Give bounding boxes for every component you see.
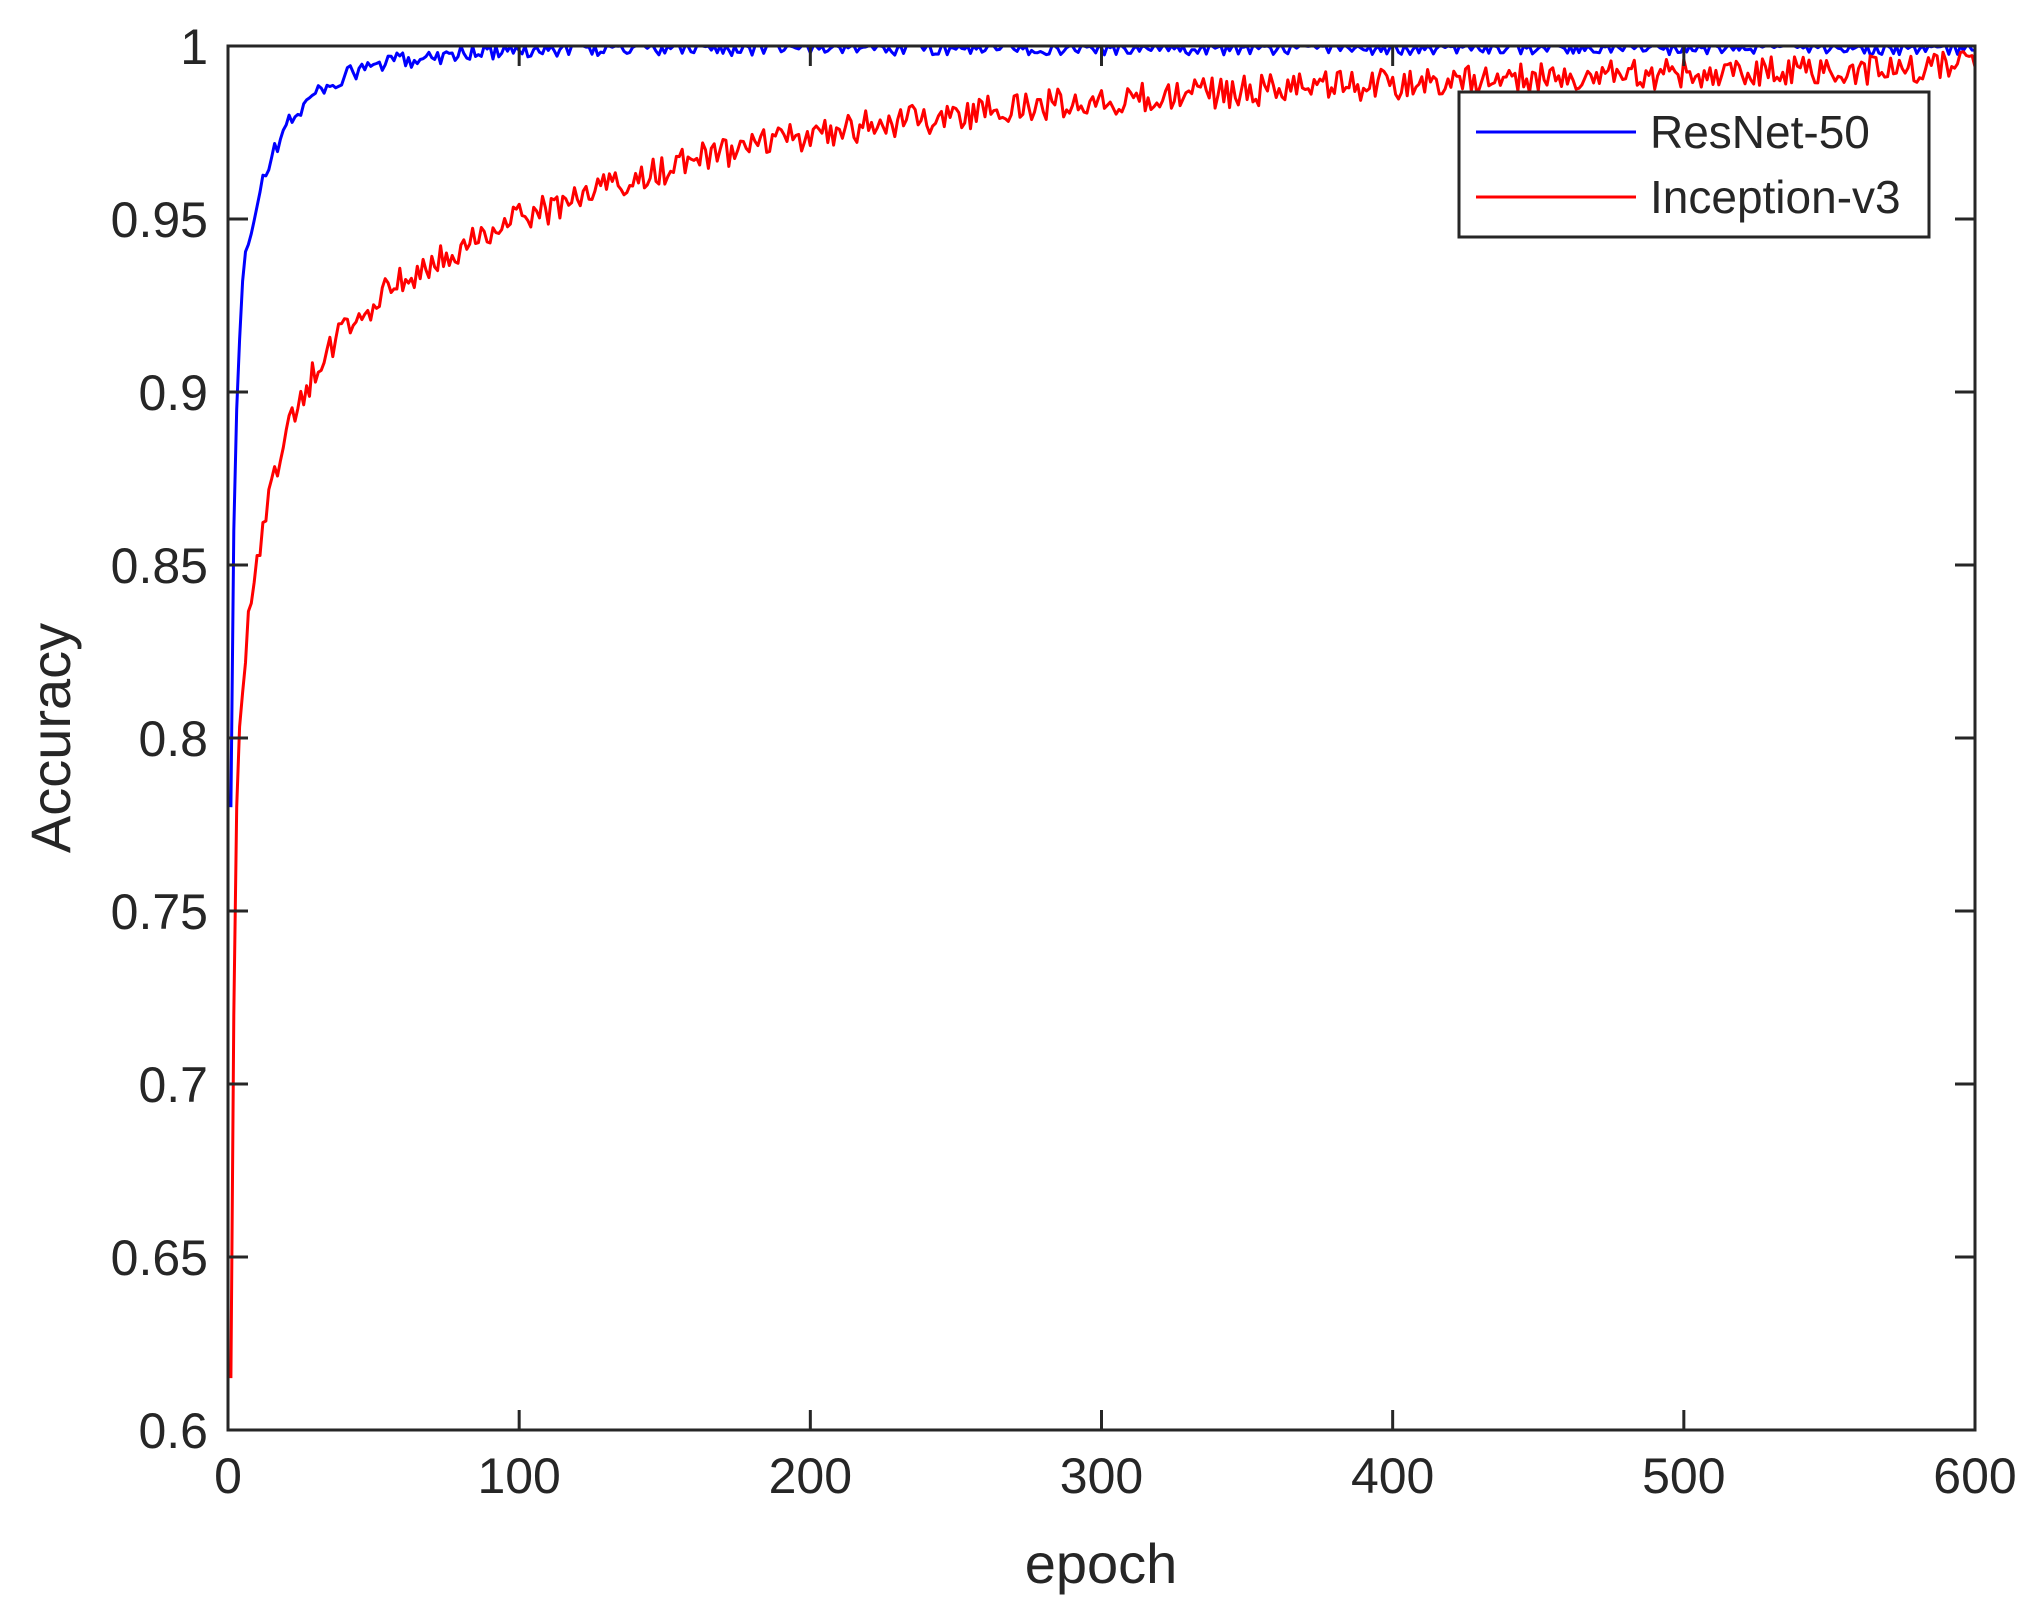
y-tick-label: 0.85 <box>111 538 208 594</box>
series-layer <box>229 44 1977 1379</box>
x-tick-label: 200 <box>769 1448 852 1504</box>
legend-box <box>1457 90 1931 239</box>
y-tick-label: 0.65 <box>111 1230 208 1286</box>
x-tick-label: 100 <box>477 1448 560 1504</box>
x-tick-label: 600 <box>1933 1448 2016 1504</box>
x-tick-label: 0 <box>214 1448 242 1504</box>
x-tick-label: 400 <box>1351 1448 1434 1504</box>
y-tick-label: 1 <box>180 19 208 75</box>
x-tick-label: 500 <box>1642 1448 1725 1504</box>
y-tick-label: 0.95 <box>111 192 208 248</box>
y-tick-label: 0.7 <box>138 1057 208 1113</box>
y-tick-label: 0.8 <box>138 711 208 767</box>
legend-label-inception: Inception-v3 <box>1650 171 1901 223</box>
y-tick-label: 0.9 <box>138 365 208 421</box>
legend-label-resnet: ResNet-50 <box>1650 106 1870 158</box>
legend: ResNet-50 Inception-v3 <box>1457 90 1931 239</box>
x-axis-label: epoch <box>1025 1532 1178 1595</box>
y-tick-label: 0.75 <box>111 884 208 940</box>
axes-box <box>226 44 1977 1432</box>
tick-layer: 0 100 200 300 400 500 600 0.6 0.65 0.7 0.75 0.8 0.85… <box>111 19 2017 1504</box>
y-axis-label: Accuracy <box>19 623 82 853</box>
y-tick-label: 0.6 <box>138 1403 208 1459</box>
series-line-inception-v3 <box>229 50 1977 1379</box>
x-tick-label: 300 <box>1060 1448 1143 1504</box>
